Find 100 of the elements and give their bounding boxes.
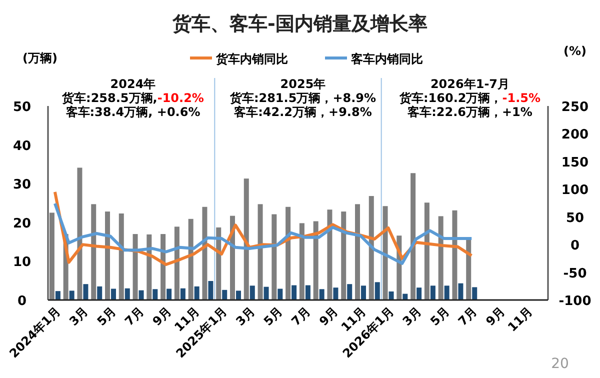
- bar: [69, 290, 74, 300]
- bar: [258, 204, 263, 300]
- text: -10.2%: [157, 91, 204, 105]
- y-tick-label: 40: [12, 138, 32, 154]
- annotation: 客车:42.2万辆，+9.8%: [233, 105, 372, 119]
- bar: [152, 289, 158, 300]
- bar: [444, 286, 450, 300]
- bar: [292, 285, 297, 300]
- text: 2025年: [280, 77, 326, 91]
- text: 2024年: [110, 77, 156, 91]
- x-tick-label: 7月: [122, 304, 146, 329]
- x-tick-label: 3月: [233, 304, 258, 329]
- bar: [333, 288, 338, 300]
- bar: [466, 238, 472, 300]
- bar: [327, 210, 332, 300]
- y2-tick-label: 0: [570, 238, 580, 254]
- x-tick-label: 5月: [428, 304, 452, 329]
- bar: [424, 202, 430, 300]
- y2-tick-label: 150: [561, 155, 589, 170]
- bar: [250, 286, 255, 300]
- bar: [244, 178, 249, 300]
- bar: [382, 206, 388, 300]
- y-tick-label: 20: [12, 216, 32, 232]
- bar: [264, 286, 269, 300]
- text: 货车:281.5万辆，: [228, 91, 333, 105]
- bar: [430, 286, 436, 300]
- bar: [458, 283, 464, 300]
- text: 货车:160.2万辆，: [398, 91, 502, 105]
- chart-title: 货车、客车-国内销量及增长率: [172, 13, 428, 35]
- text: 货车:258.5万辆,: [61, 91, 158, 105]
- bar: [97, 286, 102, 300]
- x-tick-label: 3月: [66, 304, 91, 329]
- x-tick-label: 11月: [505, 304, 536, 334]
- bar: [286, 206, 291, 300]
- bar: [341, 212, 346, 300]
- bar: [180, 288, 186, 300]
- x-tick-label: 5月: [94, 304, 119, 329]
- bar: [83, 284, 88, 300]
- y-axis-title: (万辆): [22, 51, 58, 65]
- y2-tick-label: -100: [558, 294, 592, 309]
- text: 2026年1-7月: [430, 77, 510, 91]
- x-tick-label: 9月: [483, 304, 508, 329]
- bar: [368, 196, 374, 300]
- x-tick-label: 7月: [455, 304, 480, 329]
- bar: [174, 226, 180, 300]
- bar: [410, 173, 416, 300]
- bar: [361, 286, 366, 300]
- annotation: 客车:38.4万辆, +0.6%: [64, 105, 200, 119]
- legend-label: 货车内销同比: [215, 52, 288, 66]
- y2-tick-label: 50: [566, 210, 584, 226]
- bar: [272, 214, 277, 300]
- bar: [347, 284, 352, 300]
- bar: [472, 287, 478, 300]
- x-tick-label: 3月: [400, 304, 424, 329]
- text: +8.9%: [332, 91, 376, 105]
- bar: [222, 290, 228, 300]
- bar: [132, 234, 138, 300]
- y-tick-label: 0: [17, 294, 27, 309]
- x-tick-label: 5月: [260, 304, 286, 329]
- annotation: 客车:22.6万辆，+1%: [406, 105, 532, 119]
- x-tick-label: 7月: [288, 304, 314, 329]
- y-tick-label: 30: [12, 178, 32, 193]
- bar: [118, 213, 124, 300]
- y-tick-label: 50: [12, 100, 32, 115]
- bar: [278, 288, 283, 300]
- bar: [124, 288, 130, 300]
- line-series: [53, 202, 474, 265]
- legend-label: 客车内销同比: [350, 52, 423, 66]
- bar: [194, 286, 200, 300]
- bar: [305, 285, 310, 300]
- y2-tick-label: 200: [561, 128, 589, 143]
- bar: [319, 289, 324, 300]
- x-tick-label: 9月: [150, 304, 174, 329]
- bar: [374, 282, 380, 300]
- bar: [452, 210, 458, 300]
- bar: [55, 291, 60, 300]
- x-tick-label: 9月: [316, 304, 341, 329]
- bar: [188, 218, 194, 300]
- bar: [202, 206, 208, 300]
- bar: [77, 168, 82, 300]
- bar: [91, 204, 96, 300]
- bar: [438, 216, 444, 300]
- bar: [49, 212, 54, 300]
- bar: [299, 223, 304, 300]
- bar: [111, 288, 116, 300]
- bar: [146, 234, 152, 300]
- y2-tick-label: 100: [561, 183, 589, 198]
- y2-tick-label: 250: [561, 100, 589, 115]
- bar: [388, 291, 394, 300]
- y2-tick-label: -50: [563, 266, 587, 282]
- text: 20: [551, 356, 569, 372]
- y-tick-label: 10: [12, 255, 32, 270]
- bar: [105, 212, 110, 300]
- bar: [355, 204, 360, 300]
- bar: [138, 290, 144, 300]
- bar: [166, 288, 172, 300]
- bar: [208, 280, 214, 300]
- bar: [313, 221, 318, 300]
- y2-axis-title: (%): [564, 44, 586, 58]
- text: -1.5%: [502, 91, 541, 105]
